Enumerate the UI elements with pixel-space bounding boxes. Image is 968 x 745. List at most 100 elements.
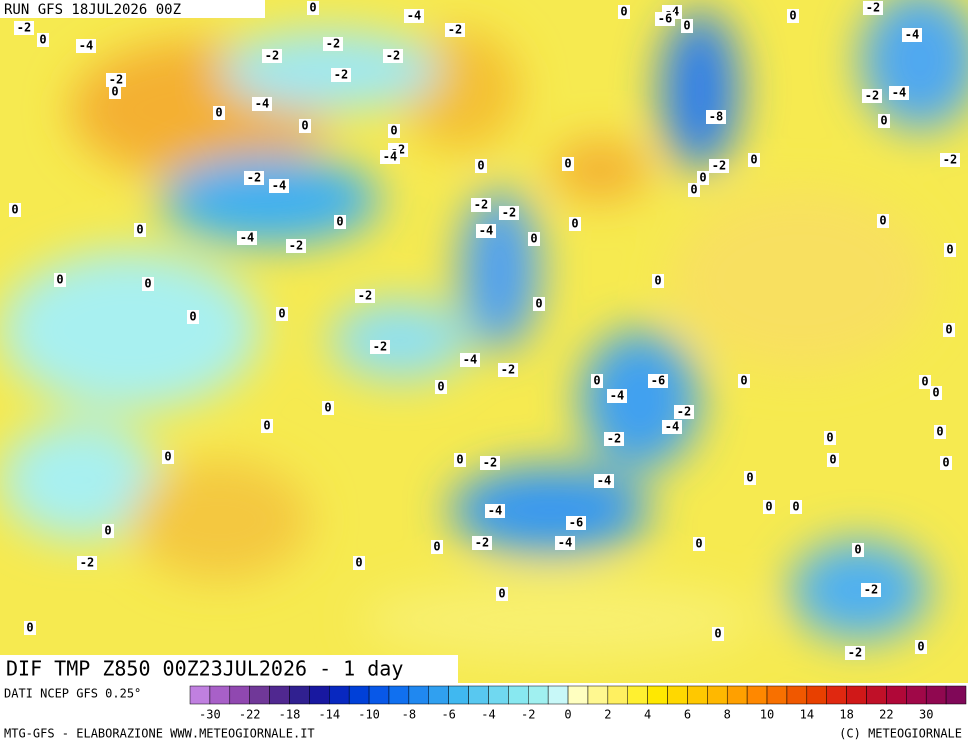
contour-label-bg (54, 273, 66, 287)
contour-label: 0 (433, 540, 440, 554)
colorbar-swatch (607, 685, 628, 705)
contour-label: -4 (79, 39, 93, 53)
contour-label-bg (915, 640, 927, 654)
colorbar-label: 14 (800, 708, 814, 722)
contour-label: 0 (477, 159, 484, 173)
contour-label-bg (445, 23, 465, 37)
contour-label: 0 (829, 453, 836, 467)
contour-label-bg (555, 536, 575, 550)
contour-label: 0 (530, 232, 537, 246)
contour-label: -2 (943, 153, 957, 167)
colorbar-swatch (209, 685, 231, 705)
contour-label: 0 (921, 375, 928, 389)
source: DATI NCEP GFS 0.25° (4, 687, 141, 701)
contour-label-bg (475, 159, 487, 173)
contour-label-bg (252, 97, 272, 111)
contour-label-bg (943, 323, 955, 337)
contour-label: 0 (437, 380, 444, 394)
run-label: RUN GFS 18JUL2026 00Z (4, 2, 181, 18)
contour-label: -6 (658, 12, 672, 26)
colorbar-swatch (249, 685, 270, 705)
contour-label: 0 (11, 203, 18, 217)
contour-label-bg (709, 159, 729, 173)
colorbar-label: 4 (644, 708, 651, 722)
contour-label: -4 (665, 420, 679, 434)
contour-label: -2 (80, 556, 94, 570)
colorbar-swatch (329, 685, 350, 705)
contour-label-bg (9, 203, 21, 217)
contour-label: 0 (917, 640, 924, 654)
contour-label: -4 (488, 504, 502, 518)
contour-label-bg (712, 627, 724, 641)
contour-label: 0 (746, 471, 753, 485)
contour-label-bg (244, 171, 264, 185)
contour-label-bg (845, 646, 865, 660)
contour-label-bg (604, 432, 624, 446)
contour-label: 0 (336, 215, 343, 229)
colorbar-swatch (508, 685, 529, 705)
contour-label: -4 (255, 97, 269, 111)
contour-label: -2 (865, 89, 879, 103)
contour-label-bg (286, 239, 306, 253)
contour-label-bg (261, 419, 273, 433)
contour-label: -2 (386, 49, 400, 63)
contour-label-bg (370, 340, 390, 354)
contour-label: -4 (463, 353, 477, 367)
contour-label: -4 (892, 86, 906, 100)
contour-label: -2 (866, 1, 880, 15)
contour-label: -4 (558, 536, 572, 550)
contour-label: -2 (326, 37, 340, 51)
contour-label: 0 (26, 621, 33, 635)
colorbar-swatch (528, 685, 549, 705)
contour-label: 0 (39, 33, 46, 47)
contour-label-bg (569, 217, 581, 231)
colorbar-label: 18 (839, 708, 853, 722)
contour-label-bg (162, 450, 174, 464)
colorbar-swatch (547, 685, 569, 705)
contour-label-bg (763, 500, 775, 514)
colorbar-label: 6 (684, 708, 691, 722)
contour-label: 0 (309, 1, 316, 15)
contour-label: 0 (324, 401, 331, 415)
contour-label-bg (499, 206, 519, 220)
contour-label: 0 (942, 456, 949, 470)
contour-label: 0 (792, 500, 799, 514)
contour-label: 0 (111, 85, 118, 99)
contour-label-bg (471, 198, 491, 212)
colorbar-swatch (189, 685, 211, 705)
contour-label-bg (435, 380, 447, 394)
copyright: (C) METEOGIORNALE (839, 727, 962, 741)
contour-label-bg (76, 39, 96, 53)
contour-label: -2 (265, 49, 279, 63)
colorbar-swatch (726, 685, 748, 705)
contour-label-bg (940, 153, 960, 167)
contour-label-bg (106, 73, 126, 87)
contour-label: -2 (474, 198, 488, 212)
colorbar-swatch (587, 685, 609, 705)
contour-label-bg (877, 214, 889, 228)
contour-label-bg (790, 500, 802, 514)
contour-label-bg (480, 456, 500, 470)
contour-label: 0 (355, 556, 362, 570)
contour-label-bg (187, 310, 199, 324)
colorbar-swatch (468, 685, 489, 705)
colorbar-swatch (448, 685, 469, 705)
field-label: DIF TMP Z850 00Z23JUL2026 - 1 day (6, 657, 403, 681)
contour-label: -2 (289, 239, 303, 253)
contour-label-bg (237, 231, 257, 245)
colorbar-swatch (667, 685, 688, 705)
colorbar-swatch (945, 685, 967, 705)
contour-label: 0 (945, 323, 952, 337)
contour-label-bg (496, 587, 508, 601)
contour-label: -2 (475, 536, 489, 550)
contour-label-bg (940, 456, 952, 470)
contour-label: -4 (597, 474, 611, 488)
contour-label-bg (706, 110, 726, 124)
colorbar-swatch (766, 685, 788, 705)
contour-label: -4 (905, 28, 919, 42)
contour-label: -2 (109, 73, 123, 87)
contour-label-bg (334, 215, 346, 229)
contour-label: 0 (104, 524, 111, 538)
contour-label-bg (889, 86, 909, 100)
colorbar-label: -30 (199, 708, 221, 722)
